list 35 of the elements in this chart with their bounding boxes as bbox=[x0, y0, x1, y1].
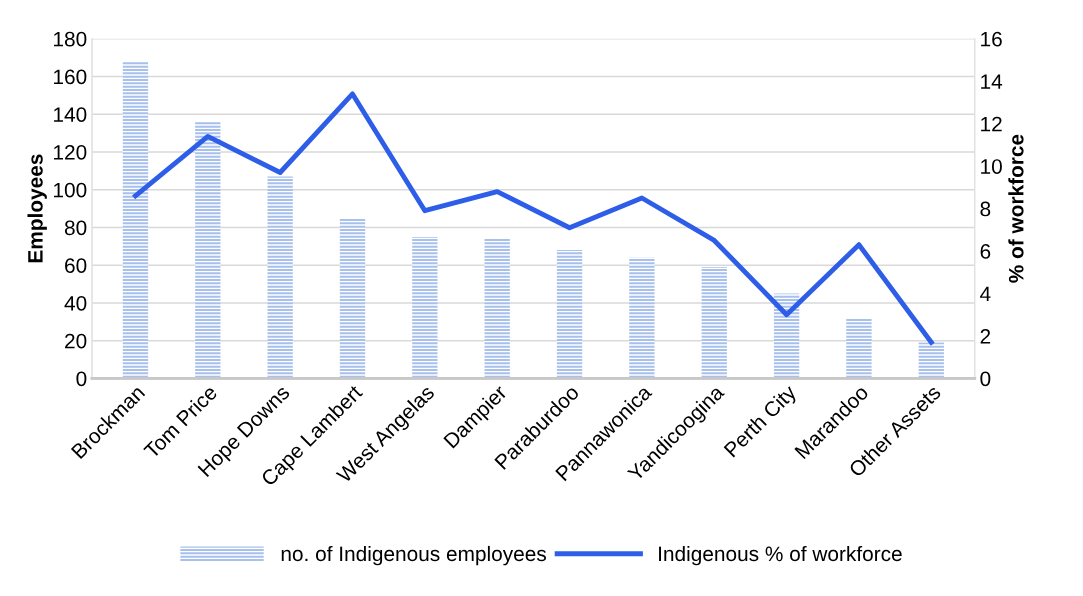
y2-tick-label: 2 bbox=[980, 329, 991, 344]
y-tick-label: 180 bbox=[54, 31, 87, 47]
y2-tick-label: 14 bbox=[981, 74, 1003, 89]
y2-tick-label: 0 bbox=[980, 371, 991, 387]
y-tick-label: 40 bbox=[64, 295, 87, 311]
bar bbox=[701, 267, 727, 379]
bar bbox=[918, 342, 944, 379]
bar bbox=[267, 176, 293, 379]
bar bbox=[412, 236, 438, 379]
y-tick-label: 120 bbox=[54, 144, 87, 160]
y-tick-label: 80 bbox=[64, 220, 87, 236]
bar bbox=[339, 218, 366, 379]
y2-tick-label: 10 bbox=[981, 159, 1002, 174]
bar bbox=[484, 238, 510, 379]
y2-tick-label: 12 bbox=[981, 116, 1002, 132]
y-tick-label: 100 bbox=[54, 182, 87, 198]
y2-tick-label: 4 bbox=[980, 286, 991, 302]
legend-label: Indigenous % of workforce bbox=[659, 545, 902, 566]
bar bbox=[556, 250, 583, 379]
bar bbox=[195, 121, 221, 379]
y-tick-label: 160 bbox=[54, 69, 87, 85]
y-tick-label: 60 bbox=[65, 258, 87, 273]
y2-tick-label: 6 bbox=[980, 244, 991, 259]
y-tick-label: 20 bbox=[65, 333, 87, 349]
y2-tick-label: 8 bbox=[980, 201, 991, 217]
bar bbox=[122, 61, 149, 379]
y-tick-label: 140 bbox=[54, 107, 87, 122]
bar bbox=[846, 318, 872, 379]
y2-axis-title: % of workforce bbox=[1008, 134, 1024, 283]
y-axis-title: Employees bbox=[27, 154, 47, 263]
y2-tick-label: 16 bbox=[981, 31, 1002, 47]
line-series bbox=[133, 91, 934, 345]
bar bbox=[629, 257, 655, 379]
y-tick-label: 0 bbox=[76, 371, 87, 387]
legend-label: no. of Indigenous employees bbox=[281, 545, 546, 566]
